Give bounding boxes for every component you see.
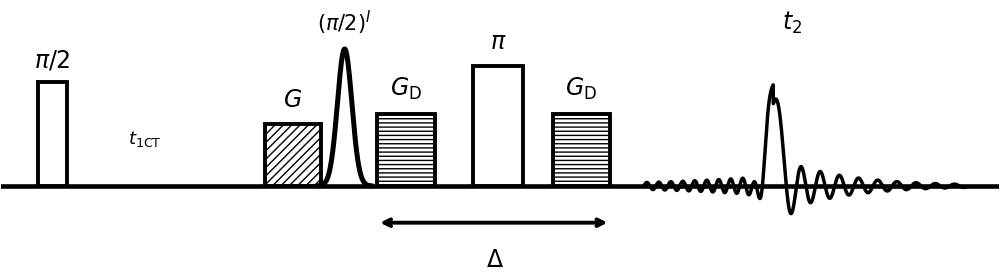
Text: $t_{\mathrm{1CT}}$: $t_{\mathrm{1CT}}$ — [128, 129, 162, 149]
Text: $\pi/2$: $\pi/2$ — [34, 48, 70, 72]
Text: $t_{2}$: $t_{2}$ — [782, 9, 803, 36]
Text: $(\pi/2)^{I}$: $(\pi/2)^{I}$ — [317, 9, 372, 37]
Bar — [553, 114, 610, 186]
Bar — [265, 124, 321, 186]
Bar — [473, 66, 523, 186]
Bar — [38, 82, 67, 186]
Bar — [377, 114, 435, 186]
Text: $\Delta$: $\Delta$ — [486, 249, 504, 272]
Text: $G_{\mathrm{D}}$: $G_{\mathrm{D}}$ — [390, 76, 422, 102]
Text: $G_{\mathrm{D}}$: $G_{\mathrm{D}}$ — [565, 76, 598, 102]
Text: $\pi$: $\pi$ — [490, 30, 506, 54]
Text: $G$: $G$ — [283, 89, 302, 112]
